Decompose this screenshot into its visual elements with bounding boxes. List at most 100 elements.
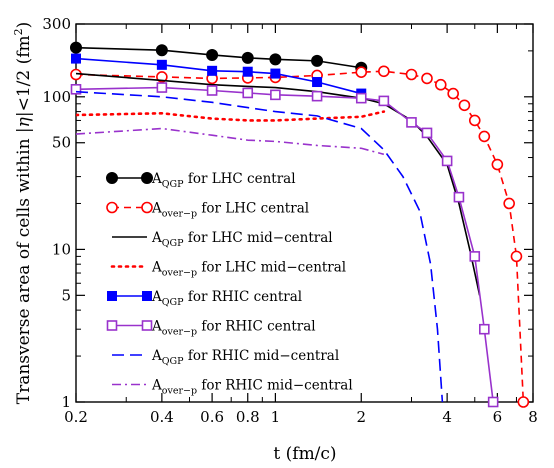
data-point [421,72,433,85]
data-point [242,66,253,77]
data-point [406,117,417,128]
legend-item-6: Aover−p for RHIC central [106,319,316,338]
y-tick-label: 1 [61,393,71,411]
y-axis-title-eta: η [14,116,34,127]
y-tick-label: 300 [42,15,71,33]
series-line [76,90,444,402]
axes: 0.2 0.4 0.6 0.8 1 2 4 6 8 1 5 10 50 100 300 [42,15,537,426]
data-point [510,250,523,263]
data-point [71,53,81,64]
legend-marker [141,172,153,184]
data-point [207,65,218,76]
legend-marker [106,201,118,214]
data-point [355,66,368,78]
data-point [70,83,82,95]
data-point [479,323,490,335]
legend-item-5: AQGP for RHIC central [107,289,302,308]
legend-marker [142,291,152,301]
legend-item-3: AQGP for LHC mid−central [112,230,333,249]
series-7 [76,90,444,402]
data-point [312,77,323,88]
data-point [491,158,504,171]
data-point [378,95,390,107]
data-point [378,65,390,78]
data-point [447,87,459,100]
series-1 [70,41,368,74]
y-tick-label: 5 [61,286,71,304]
x-tick-label: 0.8 [236,408,260,426]
data-point [270,68,281,79]
series-layer [70,41,530,408]
legend: AQGP for LHC central Aover−p for LHC cent… [106,171,353,397]
y-tick-label: 10 [52,240,71,258]
y-axis-title-sup: 2 [12,28,25,35]
legend-label: Aover−p for RHIC central [151,319,316,338]
x-tick-label: 1 [271,408,281,426]
data-point [458,99,471,112]
legend-label: AQGP for RHIC mid−central [151,348,339,367]
legend-item-1: AQGP for LHC central [106,171,296,190]
data-point [242,87,254,99]
data-point [270,89,281,101]
x-axis-title: t (fm/c) [273,444,336,464]
data-point [311,54,324,67]
data-point [405,68,418,81]
x-tick-label: 4 [442,408,452,426]
data-point [355,92,367,104]
data-point [478,130,491,143]
legend-item-4: Aover−p for LHC mid−central [110,260,346,279]
y-axis-title-part1: Transverse area of cells within | [14,127,34,404]
x-tick-label: 0.4 [150,408,174,426]
legend-marker [106,320,118,331]
x-tick-label: 8 [528,408,538,426]
x-tick-label: 0.2 [64,408,88,426]
data-point [469,251,481,262]
data-point [487,396,499,408]
series-line [76,110,386,122]
data-point [517,396,530,408]
x-tick-label: 2 [356,408,366,426]
legend-marker [107,291,117,301]
data-point [70,41,82,54]
data-point [269,53,282,66]
data-point [156,59,167,70]
data-point [421,127,433,139]
y-axis-title-close: ) [14,22,34,29]
legend-label: AQGP for LHC central [151,171,296,190]
series-8 [76,127,385,156]
data-point [434,78,447,91]
data-point [155,44,168,57]
y-axis-title-part2: |<1/2 (fm [14,35,34,117]
data-point [156,82,168,93]
legend-marker [141,201,153,214]
data-point [156,71,168,83]
legend-label: Aover−p for LHC mid−central [151,260,346,279]
legend-item-8: Aover−p for RHIC mid−central [112,378,353,397]
legend-label: Aover−p for LHC central [151,201,309,220]
y-tick-label: 50 [52,134,71,152]
data-point [206,48,219,61]
data-point [468,114,481,127]
series-line [76,127,385,156]
data-point [453,191,465,203]
legend-marker [141,320,153,331]
x-tick-label: 6 [493,408,503,426]
data-point [241,51,254,64]
series-6 [70,82,499,408]
legend-marker [106,172,118,184]
y-axis-title: Transverse area of cells within |η|<1/2 … [12,22,34,405]
data-point [206,85,218,96]
legend-label: Aover−p for RHIC mid−central [151,378,353,397]
legend-item-7: AQGP for RHIC mid−central [112,348,339,367]
y-tick-label: 100 [42,88,71,106]
x-tick-label: 0.6 [200,408,224,426]
plot-frame [75,23,534,403]
data-point [311,90,323,102]
data-point [441,155,453,167]
legend-label: AQGP for LHC mid−central [151,230,333,249]
legend-label: AQGP for RHIC central [151,289,302,308]
data-point [503,197,515,210]
series-4 [76,110,386,122]
legend-item-2: Aover−p for LHC central [106,201,309,220]
